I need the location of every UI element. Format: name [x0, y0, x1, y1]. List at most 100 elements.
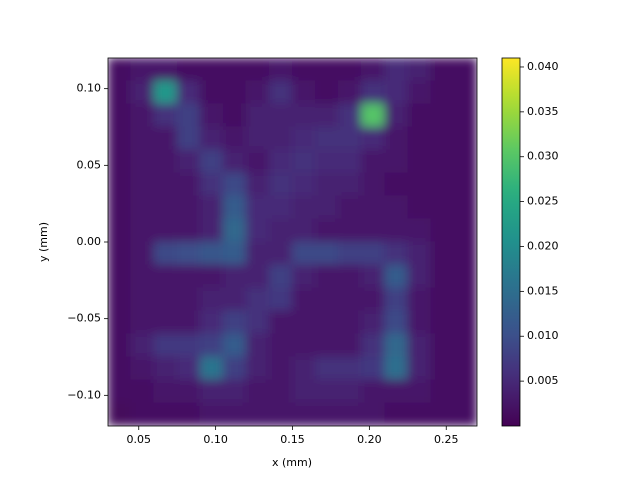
heat-cell — [130, 80, 155, 105]
heat-cell — [176, 149, 201, 174]
heat-cell — [338, 310, 363, 335]
heat-cell — [222, 218, 247, 243]
heat-cell — [453, 264, 477, 289]
heat-cell — [315, 264, 340, 289]
heat-cell — [338, 287, 363, 312]
heat-cell — [384, 356, 409, 381]
heat-cell — [315, 195, 340, 220]
heat-cell — [268, 80, 293, 105]
heat-cell — [245, 126, 270, 151]
heat-cell — [130, 264, 155, 289]
heat-cell — [384, 333, 409, 358]
colorbar-tick-label: 0.040 — [527, 60, 559, 73]
heat-cell — [315, 172, 340, 197]
heat-cell — [222, 402, 247, 426]
heat-cell — [176, 195, 201, 220]
heat-cell — [384, 172, 409, 197]
heat-cell — [453, 172, 477, 197]
heat-cell — [361, 310, 386, 335]
heat-cell — [245, 241, 270, 266]
heat-cell — [430, 126, 455, 151]
heat-cell — [130, 310, 155, 335]
heat-cell — [384, 80, 409, 105]
heat-cell — [199, 310, 224, 335]
heat-cell — [384, 241, 409, 266]
heat-cell — [292, 103, 317, 128]
heat-cell — [338, 264, 363, 289]
heat-cell — [130, 126, 155, 151]
heat-cell — [108, 402, 132, 426]
colorbar — [501, 57, 521, 427]
heat-cell — [176, 287, 201, 312]
heat-cell — [338, 218, 363, 243]
heat-cell — [176, 310, 201, 335]
heat-cell — [361, 195, 386, 220]
y-tick-label: −0.10 — [67, 388, 101, 401]
heat-cell — [108, 379, 132, 404]
heat-cell — [130, 218, 155, 243]
heat-cell — [407, 310, 432, 335]
heat-cell — [315, 241, 340, 266]
heat-cell — [315, 402, 340, 426]
heat-cell — [453, 356, 477, 381]
heat-cell — [453, 218, 477, 243]
heat-cell — [361, 241, 386, 266]
heat-cell — [407, 172, 432, 197]
heat-cell — [453, 402, 477, 426]
heat-cell — [153, 402, 178, 426]
heat-cell — [222, 333, 247, 358]
heat-cell — [176, 264, 201, 289]
heat-cell — [430, 195, 455, 220]
heat-cell — [245, 195, 270, 220]
heat-cell — [153, 241, 178, 266]
heat-cell — [108, 172, 132, 197]
heat-cell — [153, 195, 178, 220]
heatmap — [108, 58, 477, 426]
heat-cell — [361, 264, 386, 289]
heat-cell — [130, 172, 155, 197]
heat-cell — [361, 149, 386, 174]
heat-cell — [199, 58, 224, 82]
heat-cell — [199, 379, 224, 404]
heat-cell — [199, 333, 224, 358]
heat-cell — [153, 333, 178, 358]
heat-cell — [222, 379, 247, 404]
heat-cell — [430, 149, 455, 174]
colorbar-tick-label: 0.015 — [527, 284, 559, 297]
heat-cell — [338, 333, 363, 358]
heat-cell — [453, 149, 477, 174]
heat-cell — [268, 58, 293, 82]
heat-cell — [338, 149, 363, 174]
heat-cell — [153, 149, 178, 174]
heat-cell — [361, 287, 386, 312]
heat-cell — [130, 149, 155, 174]
heat-cell — [108, 264, 132, 289]
heat-cell — [292, 58, 317, 82]
heat-cell — [199, 287, 224, 312]
heat-cell — [453, 379, 477, 404]
heat-cell — [199, 103, 224, 128]
heat-cell — [130, 333, 155, 358]
heat-cell — [361, 333, 386, 358]
heat-cell — [407, 241, 432, 266]
heat-cell — [407, 149, 432, 174]
heat-cell — [153, 356, 178, 381]
heat-cell — [108, 356, 132, 381]
heat-cell — [108, 126, 132, 151]
heat-cell — [108, 241, 132, 266]
heat-cell — [292, 241, 317, 266]
heat-cell — [453, 80, 477, 105]
heat-cell — [430, 356, 455, 381]
heat-cell — [430, 218, 455, 243]
heat-cell — [292, 379, 317, 404]
heat-cell — [130, 287, 155, 312]
heat-cell — [199, 264, 224, 289]
colorbar-tick-label: 0.010 — [527, 329, 559, 342]
heat-cell — [453, 58, 477, 82]
heat-cell — [108, 58, 132, 82]
colorbar-tick-label: 0.030 — [527, 150, 559, 163]
colorbar-tick-label: 0.005 — [527, 374, 559, 387]
heat-cell — [384, 402, 409, 426]
heat-cell — [130, 241, 155, 266]
heat-cell — [292, 287, 317, 312]
